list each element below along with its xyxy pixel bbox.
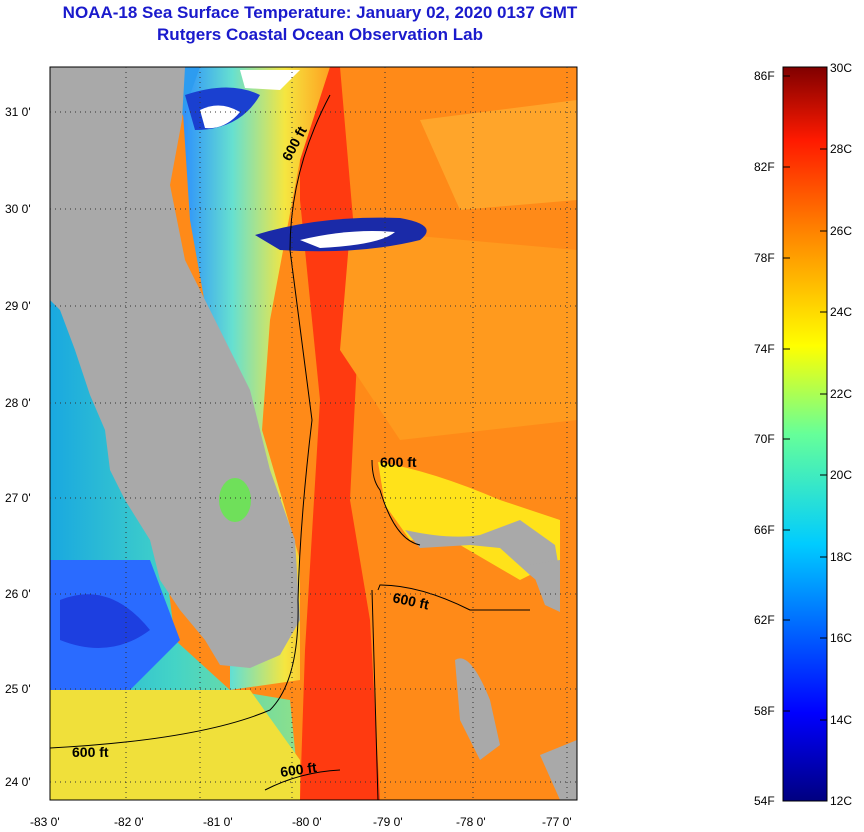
colorbar-f-label: 62F (754, 613, 775, 627)
lon-label: -83 0' (30, 815, 60, 829)
colorbar-f-label: 54F (754, 794, 775, 808)
contour-label: 600 ft (380, 454, 417, 470)
lat-label: 28 0' (5, 396, 31, 410)
colorbar (782, 66, 828, 802)
lat-label: 27 0' (5, 491, 31, 505)
lon-label: -82 0' (114, 815, 144, 829)
lon-label: -79 0' (373, 815, 403, 829)
colorbar-c-label: 22C (830, 387, 852, 401)
colorbar-f-label: 82F (754, 160, 775, 174)
colorbar-c-label: 18C (830, 550, 852, 564)
colorbar-f-label: 86F (754, 69, 775, 83)
contour-label: 600 ft (391, 589, 430, 612)
colorbar-ticks (783, 75, 827, 721)
colorbar-c-label: 26C (830, 224, 852, 238)
map-title: NOAA-18 Sea Surface Temperature: January… (62, 3, 578, 22)
colorbar-f-label: 74F (754, 342, 775, 356)
lon-label: -81 0' (203, 815, 233, 829)
colorbar-c-label: 24C (830, 305, 852, 319)
lat-label: 24 0' (5, 775, 31, 789)
map-subtitle: Rutgers Coastal Ocean Observation Lab (157, 25, 483, 44)
colorbar-c-label: 28C (830, 142, 852, 156)
map-frame (49, 66, 578, 801)
colorbar-f-label: 78F (754, 251, 775, 265)
lon-label: -77 0' (542, 815, 572, 829)
lat-label: 29 0' (5, 299, 31, 313)
sst-map (50, 67, 577, 800)
lat-label: 30 0' (5, 202, 31, 216)
lat-label: 26 0' (5, 587, 31, 601)
colorbar-f-label: 66F (754, 523, 775, 537)
lon-label: -78 0' (456, 815, 486, 829)
colorbar-c-label: 16C (830, 631, 852, 645)
colorbar-c-label: 14C (830, 713, 852, 727)
colorbar-f-label: 70F (754, 432, 775, 446)
graticule (50, 67, 577, 800)
colorbar-f-label: 58F (754, 704, 775, 718)
colorbar-c-label: 20C (830, 468, 852, 482)
contour-label: 600 ft (279, 759, 318, 780)
lon-label: -80 0' (292, 815, 322, 829)
contour-label: 600 ft (72, 744, 109, 760)
colorbar-c-label: 30C (830, 61, 852, 75)
colorbar-c-label: 12C (830, 794, 852, 808)
lat-label: 31 0' (5, 105, 31, 119)
isobath-600ft (50, 94, 530, 800)
lat-label: 25 0' (5, 682, 31, 696)
